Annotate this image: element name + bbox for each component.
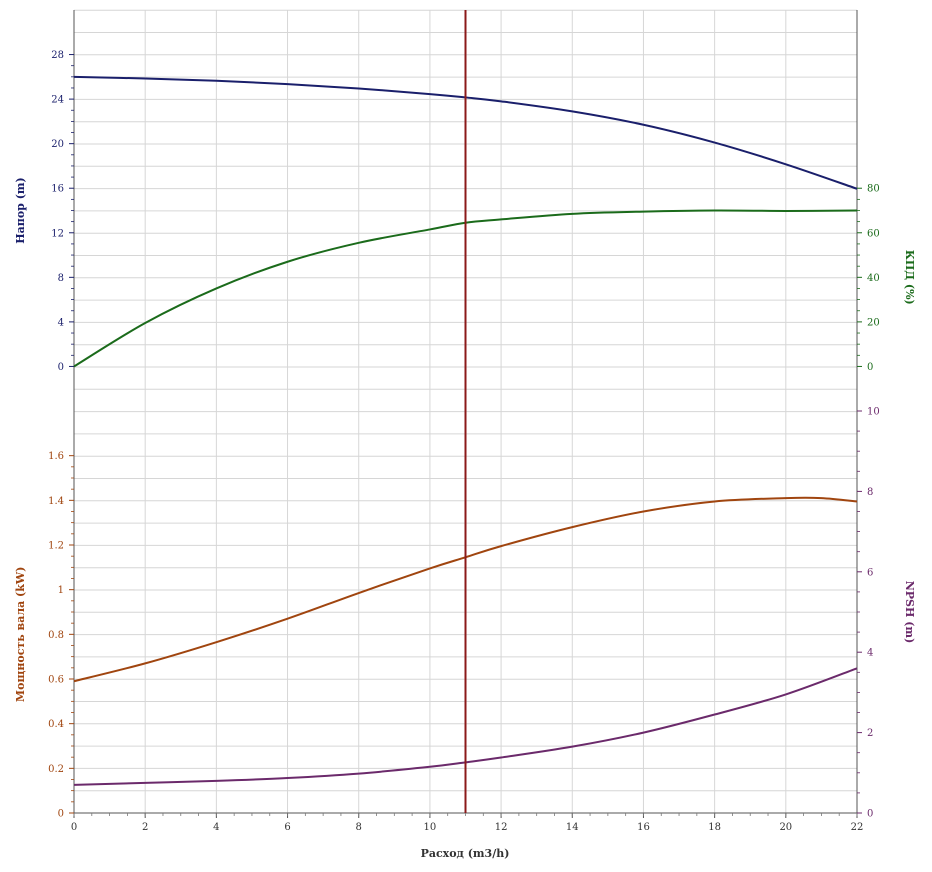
- left-axis-tick-label: 0: [58, 809, 64, 820]
- right-axis-tick-label: 0: [867, 809, 873, 820]
- left-axis-tick-label: 1.2: [48, 541, 64, 552]
- left-axis-tick-label: 1.4: [48, 496, 64, 507]
- x-tick-label: 4: [213, 822, 219, 833]
- left-axis-tick-label: 16: [51, 184, 64, 195]
- right-axis-tick-label: 60: [867, 228, 880, 239]
- left-axis-tick-label: 28: [51, 50, 64, 61]
- x-tick-label: 14: [566, 822, 579, 833]
- left-axis-title: Мощность вала (kW): [14, 567, 27, 702]
- x-axis-title: Расход (m3/h): [421, 847, 510, 860]
- x-tick-label: 22: [851, 822, 864, 833]
- x-tick-label: 8: [356, 822, 362, 833]
- left-axis-tick-label: 8: [58, 273, 64, 284]
- right-axis-tick-label: 10: [867, 407, 880, 418]
- left-axis-tick-label: 0.8: [48, 630, 64, 641]
- x-tick-label: 18: [708, 822, 721, 833]
- left-axis-title: Напор (m): [14, 177, 27, 243]
- left-axis-tick-label: 1: [58, 585, 64, 596]
- left-axis-tick-label: 24: [51, 95, 64, 106]
- right-axis-tick-label: 0: [867, 362, 873, 373]
- right-axis-tick-label: 8: [867, 487, 873, 498]
- right-axis-tick-label: 4: [867, 648, 873, 659]
- x-tick-label: 6: [284, 822, 290, 833]
- x-tick-label: 0: [71, 822, 77, 833]
- left-axis-tick-label: 20: [51, 139, 64, 150]
- left-axis-tick-label: 1.6: [48, 451, 64, 462]
- left-axis-tick-label: 0.6: [48, 675, 64, 686]
- right-axis-title: КПД (%): [903, 250, 916, 305]
- right-axis-title: NPSH (m): [903, 581, 916, 644]
- left-axis-tick-label: 0.4: [48, 719, 64, 730]
- series-line-bottom-left: [73, 496, 858, 683]
- right-axis-tick-label: 20: [867, 317, 880, 328]
- right-axis-tick-label: 40: [867, 273, 880, 284]
- left-axis-tick-label: 0: [58, 362, 64, 373]
- x-tick-label: 10: [424, 822, 437, 833]
- right-axis-tick-label: 6: [867, 567, 873, 578]
- x-tick-label: 16: [637, 822, 650, 833]
- x-tick-label: 2: [142, 822, 148, 833]
- left-axis-tick-label: 12: [51, 228, 64, 239]
- left-axis-tick-label: 0.2: [48, 764, 64, 775]
- right-axis-tick-label: 80: [867, 184, 880, 195]
- x-tick-label: 12: [495, 822, 508, 833]
- left-axis-tick-label: 4: [58, 317, 64, 328]
- x-tick-label: 20: [779, 822, 792, 833]
- right-axis-tick-label: 2: [867, 728, 873, 739]
- series-layer: [73, 10, 858, 813]
